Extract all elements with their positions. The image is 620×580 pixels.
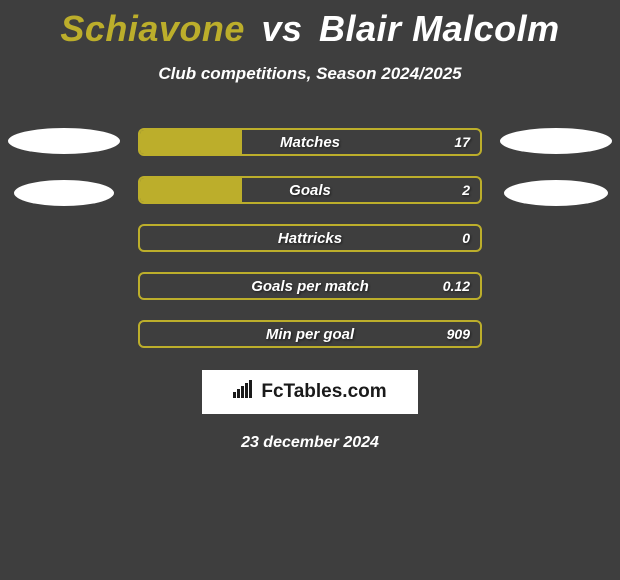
vs-text: vs [261,8,302,49]
bar-label: Goals [289,182,331,199]
player2-name: Blair Malcolm [319,8,560,49]
chart-icon [233,380,255,404]
player2-avatar-bottom [504,180,608,206]
player1-avatar-bottom [14,180,114,206]
bar-label: Goals per match [251,278,369,295]
date-label: 23 december 2024 [0,434,620,452]
comparison-title: Schiavone vs Blair Malcolm [0,0,620,50]
bar-value-right: 0 [462,230,470,246]
bar-label: Hattricks [278,230,342,247]
left-avatar-column [8,128,120,206]
stat-bar: Min per goal 909 [138,320,482,348]
bar-fill-left [140,178,242,202]
stat-bar: Goals per match 0.12 [138,272,482,300]
right-avatar-column [500,128,612,206]
player1-name: Schiavone [60,8,245,49]
subtitle: Club competitions, Season 2024/2025 [0,64,620,84]
bar-value-right: 17 [454,134,470,150]
bar-value-right: 0.12 [443,278,470,294]
logo-text: FcTables.com [261,381,386,403]
bar-fill-left [140,130,242,154]
player1-avatar-top [8,128,120,154]
bar-label: Matches [280,134,340,151]
site-logo: FcTables.com [202,370,418,414]
player2-avatar-top [500,128,612,154]
stat-bar: Goals 2 [138,176,482,204]
stat-bars: Matches 17 Goals 2 Hattricks 0 Goals per match… [138,128,482,348]
stat-bar: Hattricks 0 [138,224,482,252]
bar-value-right: 909 [447,326,470,342]
comparison-container: Matches 17 Goals 2 Hattricks 0 Goals per match… [0,128,620,348]
bar-label: Min per goal [266,326,354,343]
bar-value-right: 2 [462,182,470,198]
stat-bar: Matches 17 [138,128,482,156]
